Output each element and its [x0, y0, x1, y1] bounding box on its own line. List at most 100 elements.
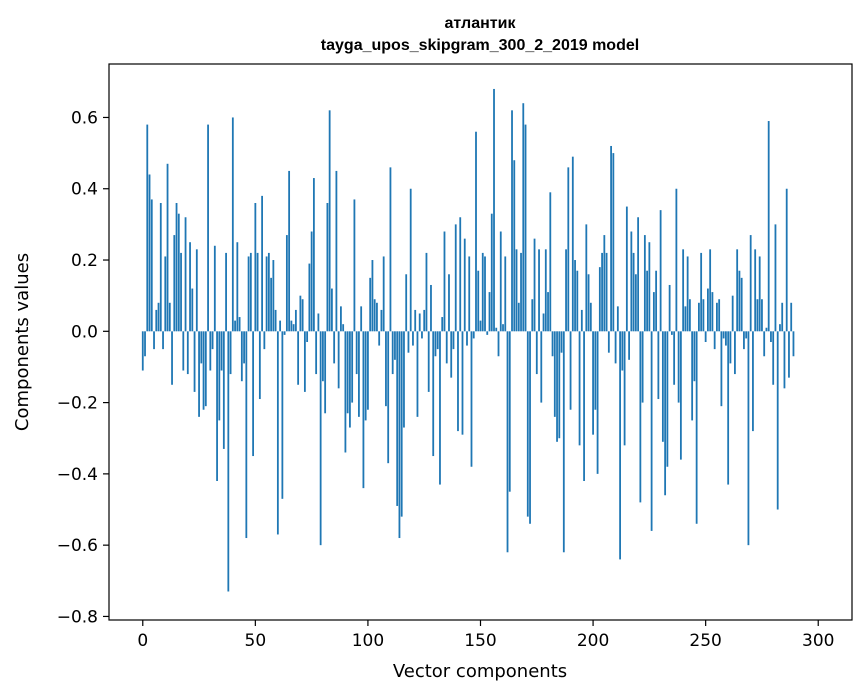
bar-149: [477, 270, 480, 332]
bar-173: [531, 299, 534, 332]
bar-58: [272, 260, 275, 332]
bar-253: [711, 292, 714, 332]
bar-125: [423, 309, 426, 332]
bar-34: [218, 331, 221, 421]
bar-271: [752, 331, 754, 432]
bar-23: [193, 331, 196, 392]
bar-63: [283, 331, 286, 335]
bar-42: [236, 242, 239, 332]
bar-71: [301, 299, 304, 332]
bars-group: [141, 88, 795, 592]
bar-222: [641, 331, 644, 403]
bar-257: [720, 331, 723, 407]
bar-14: [173, 235, 176, 332]
bar-6: [155, 309, 158, 332]
bar-276: [763, 331, 766, 357]
bar-247: [698, 302, 700, 332]
bar-239: [679, 331, 682, 460]
bar-96: [358, 331, 360, 417]
bar-70: [299, 295, 302, 332]
bar-249: [702, 299, 705, 332]
bar-54: [263, 331, 266, 350]
bar-195: [580, 309, 583, 332]
bar-132: [439, 331, 441, 485]
bar-120: [412, 331, 414, 346]
bar-193: [576, 270, 579, 332]
bar-17: [180, 252, 182, 332]
bar-159: [499, 231, 502, 332]
x-tick-label: 50: [245, 631, 267, 651]
bar-212: [619, 331, 621, 560]
y-tick-label: 0.4: [71, 180, 98, 200]
bar-288: [790, 302, 793, 332]
bar-188: [565, 249, 567, 332]
bar-114: [398, 331, 401, 539]
bar-57: [270, 277, 273, 332]
x-axis-label: Vector components: [393, 661, 567, 682]
bar-285: [783, 331, 786, 389]
bar-108: [385, 331, 387, 407]
bar-130: [434, 331, 437, 357]
bar-200: [592, 331, 594, 435]
bar-72: [303, 331, 306, 392]
bar-233: [666, 331, 669, 467]
bar-178: [542, 313, 545, 332]
bar-136: [448, 274, 450, 332]
bar-90: [344, 331, 347, 453]
bar-228: [655, 270, 658, 332]
bar-80: [321, 331, 324, 382]
bar-186: [560, 331, 563, 353]
bar-43: [238, 317, 241, 332]
bar-106: [380, 309, 383, 332]
bar-19: [184, 217, 187, 332]
bar-262: [731, 295, 734, 332]
bar-147: [472, 331, 475, 339]
bar-157: [495, 327, 498, 332]
bar-153: [486, 331, 489, 335]
bar-266: [740, 277, 743, 332]
bar-264: [736, 249, 739, 332]
bar-84: [331, 288, 333, 332]
bar-116: [403, 331, 405, 428]
bar-236: [673, 331, 676, 385]
bar-64: [285, 235, 288, 332]
bar-24: [195, 249, 198, 332]
bar-102: [371, 260, 374, 332]
bar-244: [691, 331, 694, 421]
bar-272: [754, 249, 757, 332]
bar-1: [144, 331, 146, 357]
bar-208: [610, 145, 612, 332]
bar-145: [468, 256, 471, 332]
bar-76: [312, 178, 315, 332]
bar-250: [704, 331, 707, 342]
bar-127: [427, 331, 430, 392]
bar-65: [288, 170, 291, 332]
bar-166: [515, 249, 518, 332]
bar-36: [222, 331, 225, 449]
bar-274: [758, 256, 761, 332]
bar-143: [463, 238, 466, 332]
bar-175: [535, 331, 538, 375]
bar-223: [643, 235, 646, 332]
bar-156: [493, 88, 495, 332]
bar-177: [540, 331, 543, 403]
bar-61: [279, 320, 282, 332]
bar-220: [637, 217, 640, 332]
bar-268: [745, 331, 748, 339]
x-axis-ticks: 0 50 100 150 200 250 300: [137, 620, 834, 651]
bar-170: [524, 124, 527, 332]
bar-209: [612, 153, 615, 332]
bar-168: [520, 252, 522, 332]
bar-180: [547, 292, 549, 332]
bar-98: [362, 331, 365, 489]
bar-15: [175, 203, 178, 332]
bar-213: [621, 331, 624, 371]
bar-252: [709, 249, 712, 332]
bar-62: [281, 331, 284, 499]
x-tick-label: 200: [577, 631, 609, 651]
bar-230: [659, 210, 662, 332]
bar-191: [571, 156, 574, 332]
bar-240: [682, 249, 685, 332]
bar-146: [470, 331, 473, 467]
bar-133: [441, 317, 444, 332]
